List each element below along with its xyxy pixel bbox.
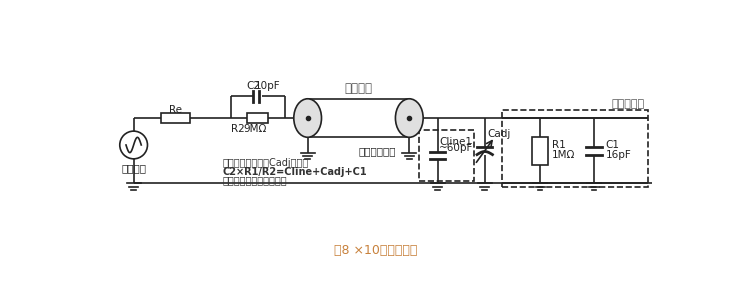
Text: C1: C1	[606, 140, 619, 150]
Bar	[247, 113, 269, 124]
Text: 10pF: 10pF	[255, 81, 280, 91]
Bar	[161, 113, 190, 124]
Text: 示波器内部: 示波器内部	[611, 99, 644, 109]
Text: 被测信号: 被测信号	[121, 163, 146, 173]
Bar	[532, 137, 548, 165]
Bar	[419, 129, 474, 181]
Bar	[308, 99, 410, 137]
Text: R2: R2	[231, 124, 245, 134]
Text: 电缆寄生电容: 电缆寄生电容	[358, 146, 396, 157]
Text: R1: R1	[552, 140, 565, 150]
Text: 通过调节可调电容Cadj，使得: 通过调节可调电容Cadj，使得	[222, 158, 308, 168]
Ellipse shape	[294, 99, 321, 137]
Text: 9MΩ: 9MΩ	[244, 124, 267, 134]
Text: Cline1: Cline1	[440, 137, 472, 146]
Text: 图8 ×10探头模型图: 图8 ×10探头模型图	[335, 244, 418, 257]
Bar	[501, 110, 648, 187]
Ellipse shape	[396, 99, 423, 137]
Text: 1MΩ: 1MΩ	[552, 150, 575, 159]
Text: Re: Re	[169, 105, 182, 115]
Text: C2: C2	[247, 81, 261, 91]
Text: C2×R1/R2=Cline+Cadj+C1: C2×R1/R2=Cline+Cadj+C1	[222, 167, 367, 176]
Text: Cadj: Cadj	[487, 129, 510, 139]
Text: ~60pF: ~60pF	[440, 143, 473, 154]
Text: 探头电缆: 探头电缆	[344, 81, 372, 94]
Text: 16pF: 16pF	[606, 150, 631, 159]
Text: 从而实现探头的频率补偿: 从而实现探头的频率补偿	[222, 175, 287, 185]
